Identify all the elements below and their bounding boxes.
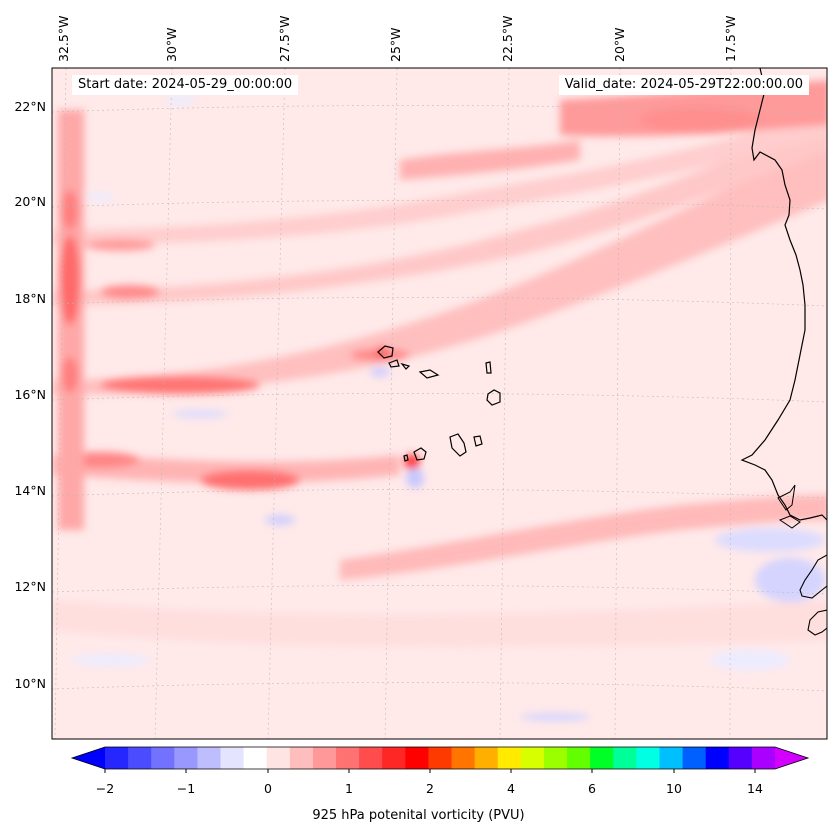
colorbar-segment bbox=[659, 747, 684, 769]
colorbar-segment bbox=[151, 747, 175, 769]
colorbar-tick-label: 2 bbox=[426, 781, 434, 796]
colorbar-segment bbox=[567, 747, 591, 769]
colorbar-segment bbox=[613, 747, 637, 769]
colorbar-segment bbox=[751, 747, 776, 769]
colorbar-segment bbox=[220, 747, 245, 769]
colorbar-segment bbox=[428, 747, 453, 769]
latitude-labels: 22°N 20°N 18°N 16°N 14°N 12°N 10°N bbox=[14, 99, 46, 691]
colorbar-segment bbox=[174, 747, 198, 769]
coast-inlet bbox=[777, 484, 801, 529]
colorbar-segment bbox=[382, 747, 406, 769]
colorbar-tick-label: 4 bbox=[507, 781, 515, 796]
colorbar-extend-max bbox=[775, 747, 808, 769]
colorbar-extend-min bbox=[72, 747, 105, 769]
lon-label: 27.5°W bbox=[277, 16, 292, 62]
colorbar-tick-label: −1 bbox=[177, 781, 195, 796]
colorbar-segment bbox=[636, 747, 660, 769]
lon-label: 30°W bbox=[164, 27, 179, 62]
graticule bbox=[52, 68, 827, 739]
colorbar-tick-label: 1 bbox=[345, 781, 353, 796]
colorbar-segment bbox=[128, 747, 152, 769]
valid-date-label: Valid_date: 2024-05-29T22:00:00.00 bbox=[558, 75, 809, 95]
colorbar-ticks: −2 −1 0 1 2 4 6 10 14 bbox=[96, 781, 763, 796]
colorbar bbox=[70, 746, 810, 773]
colorbar-segment bbox=[474, 747, 499, 769]
map-panel bbox=[52, 68, 827, 739]
colorbar-tick-label: −2 bbox=[96, 781, 114, 796]
lon-label: 25°W bbox=[388, 27, 403, 62]
colorbar-tick-label: 14 bbox=[747, 781, 763, 796]
colorbar-tick-label: 0 bbox=[264, 781, 272, 796]
lon-label: 17.5°W bbox=[723, 16, 738, 62]
colorbar-segment bbox=[590, 747, 614, 769]
colorbar-segment bbox=[336, 747, 360, 769]
colorbar-segment bbox=[543, 747, 568, 769]
lat-label: 16°N bbox=[14, 387, 46, 402]
map-frame bbox=[51, 67, 828, 740]
colorbar-segment bbox=[359, 747, 383, 769]
lat-label: 14°N bbox=[14, 483, 46, 498]
africa-coastline-south bbox=[799, 554, 827, 636]
lat-label: 12°N bbox=[14, 579, 46, 594]
lon-label: 20°W bbox=[612, 27, 627, 62]
colorbar-segment bbox=[451, 747, 476, 769]
colorbar-segment bbox=[405, 747, 429, 769]
lon-label: 22.5°W bbox=[500, 16, 515, 62]
colorbar-segment bbox=[705, 747, 730, 769]
lon-label: 32.5°W bbox=[56, 16, 71, 62]
colorbar-segment bbox=[266, 747, 291, 769]
longitude-labels: 32.5°W 30°W 27.5°W 25°W 22.5°W 20°W 17.5… bbox=[56, 16, 738, 62]
colorbar-segment bbox=[520, 747, 545, 769]
colorbar-segment bbox=[105, 747, 129, 769]
colorbar-segment bbox=[682, 747, 707, 769]
start-date-label: Start date: 2024-05-29_00:00:00 bbox=[72, 75, 299, 95]
colorbar-segment bbox=[197, 747, 222, 769]
colorbar-segment bbox=[728, 747, 753, 769]
colorbar-segment bbox=[243, 747, 268, 769]
colorbar-segment bbox=[312, 747, 337, 769]
pv-field bbox=[52, 80, 827, 721]
cape-verde-islands bbox=[377, 345, 501, 462]
colorbar-tick-label: 6 bbox=[588, 781, 596, 796]
lat-label: 18°N bbox=[14, 291, 46, 306]
lat-label: 22°N bbox=[14, 99, 46, 114]
lat-label: 10°N bbox=[14, 676, 46, 691]
colorbar-segment bbox=[289, 747, 314, 769]
lat-label: 20°N bbox=[14, 194, 46, 209]
colorbar-segment bbox=[497, 747, 522, 769]
colorbar-title: 925 hPa potenital vorticity (PVU) bbox=[312, 808, 525, 823]
africa-coastline bbox=[740, 68, 827, 521]
colorbar-tick-label: 10 bbox=[666, 781, 682, 796]
